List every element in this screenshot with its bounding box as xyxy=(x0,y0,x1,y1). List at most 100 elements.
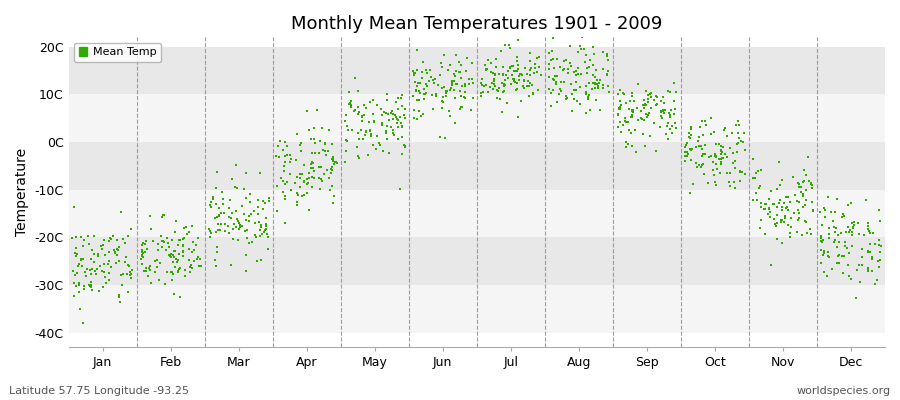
Point xyxy=(830,196,844,202)
Point xyxy=(816,237,831,244)
Point xyxy=(308,140,322,146)
Point xyxy=(806,185,820,192)
Point xyxy=(586,62,600,68)
Point xyxy=(352,109,366,116)
Point xyxy=(708,182,723,188)
Point xyxy=(104,264,118,270)
Point xyxy=(787,209,801,216)
Point xyxy=(664,107,679,113)
Point xyxy=(355,118,369,124)
Point xyxy=(386,129,400,136)
Point xyxy=(841,202,855,208)
Point xyxy=(724,183,738,189)
Point xyxy=(350,143,365,150)
Point xyxy=(724,129,739,136)
Point xyxy=(373,142,387,149)
Point xyxy=(644,105,658,112)
Point xyxy=(380,91,394,97)
Point xyxy=(814,238,828,245)
Point xyxy=(464,76,479,82)
Point xyxy=(600,67,615,74)
Point xyxy=(398,143,412,150)
Point xyxy=(161,240,176,247)
Point xyxy=(777,219,791,226)
Point xyxy=(410,46,424,53)
Point xyxy=(814,247,829,253)
Point xyxy=(496,72,510,78)
Point xyxy=(232,226,247,232)
Point xyxy=(394,91,409,98)
Point xyxy=(806,182,820,188)
Point xyxy=(492,71,507,77)
Point xyxy=(170,268,184,274)
Point xyxy=(307,168,321,175)
Point xyxy=(612,104,626,111)
Point xyxy=(386,116,400,122)
Point xyxy=(354,127,368,133)
Point xyxy=(484,69,499,75)
Point xyxy=(714,159,728,165)
Point xyxy=(570,79,584,86)
Point xyxy=(453,69,467,76)
Point xyxy=(438,90,453,96)
Point xyxy=(684,157,698,163)
Point xyxy=(798,218,813,224)
Point xyxy=(590,81,604,87)
Y-axis label: Temperature: Temperature xyxy=(15,148,29,236)
Point xyxy=(669,124,683,131)
Point xyxy=(714,161,728,168)
Point xyxy=(429,91,444,97)
Point xyxy=(211,227,225,233)
Point xyxy=(567,96,581,102)
Point xyxy=(796,204,811,210)
Point xyxy=(549,99,563,105)
Point xyxy=(668,120,682,126)
Point xyxy=(398,115,412,121)
Point xyxy=(454,106,468,112)
Point xyxy=(481,88,495,95)
Point xyxy=(74,234,88,240)
Point xyxy=(124,275,139,282)
Point xyxy=(831,232,845,238)
Point xyxy=(542,66,556,72)
Point xyxy=(351,88,365,95)
Point xyxy=(322,187,337,193)
Point xyxy=(480,66,494,72)
Point xyxy=(581,96,596,102)
Point xyxy=(176,243,190,249)
Point xyxy=(602,89,616,96)
Point xyxy=(382,150,396,156)
Point xyxy=(488,71,502,78)
Point xyxy=(230,216,244,222)
Point xyxy=(805,199,819,206)
Point xyxy=(481,56,495,63)
Point xyxy=(653,113,668,120)
Point xyxy=(455,83,470,89)
Point xyxy=(363,99,377,106)
Point xyxy=(655,106,670,113)
Point xyxy=(392,124,406,130)
Point xyxy=(228,184,242,191)
Point xyxy=(68,272,82,278)
Point xyxy=(270,207,284,214)
Point xyxy=(118,240,132,247)
Point xyxy=(625,108,639,114)
Point xyxy=(622,106,636,112)
Point xyxy=(635,102,650,108)
Point xyxy=(583,57,598,64)
Point xyxy=(324,166,338,172)
Point xyxy=(120,271,134,277)
Point xyxy=(436,99,450,106)
Point xyxy=(110,252,124,258)
Point xyxy=(521,78,535,84)
Point xyxy=(479,66,493,73)
Point xyxy=(391,106,405,112)
Point xyxy=(569,87,583,93)
Point xyxy=(714,148,728,154)
Point xyxy=(571,49,585,55)
Point xyxy=(650,100,664,107)
Point xyxy=(276,178,291,184)
Point xyxy=(843,200,858,207)
Point xyxy=(586,79,600,86)
Point xyxy=(85,287,99,294)
